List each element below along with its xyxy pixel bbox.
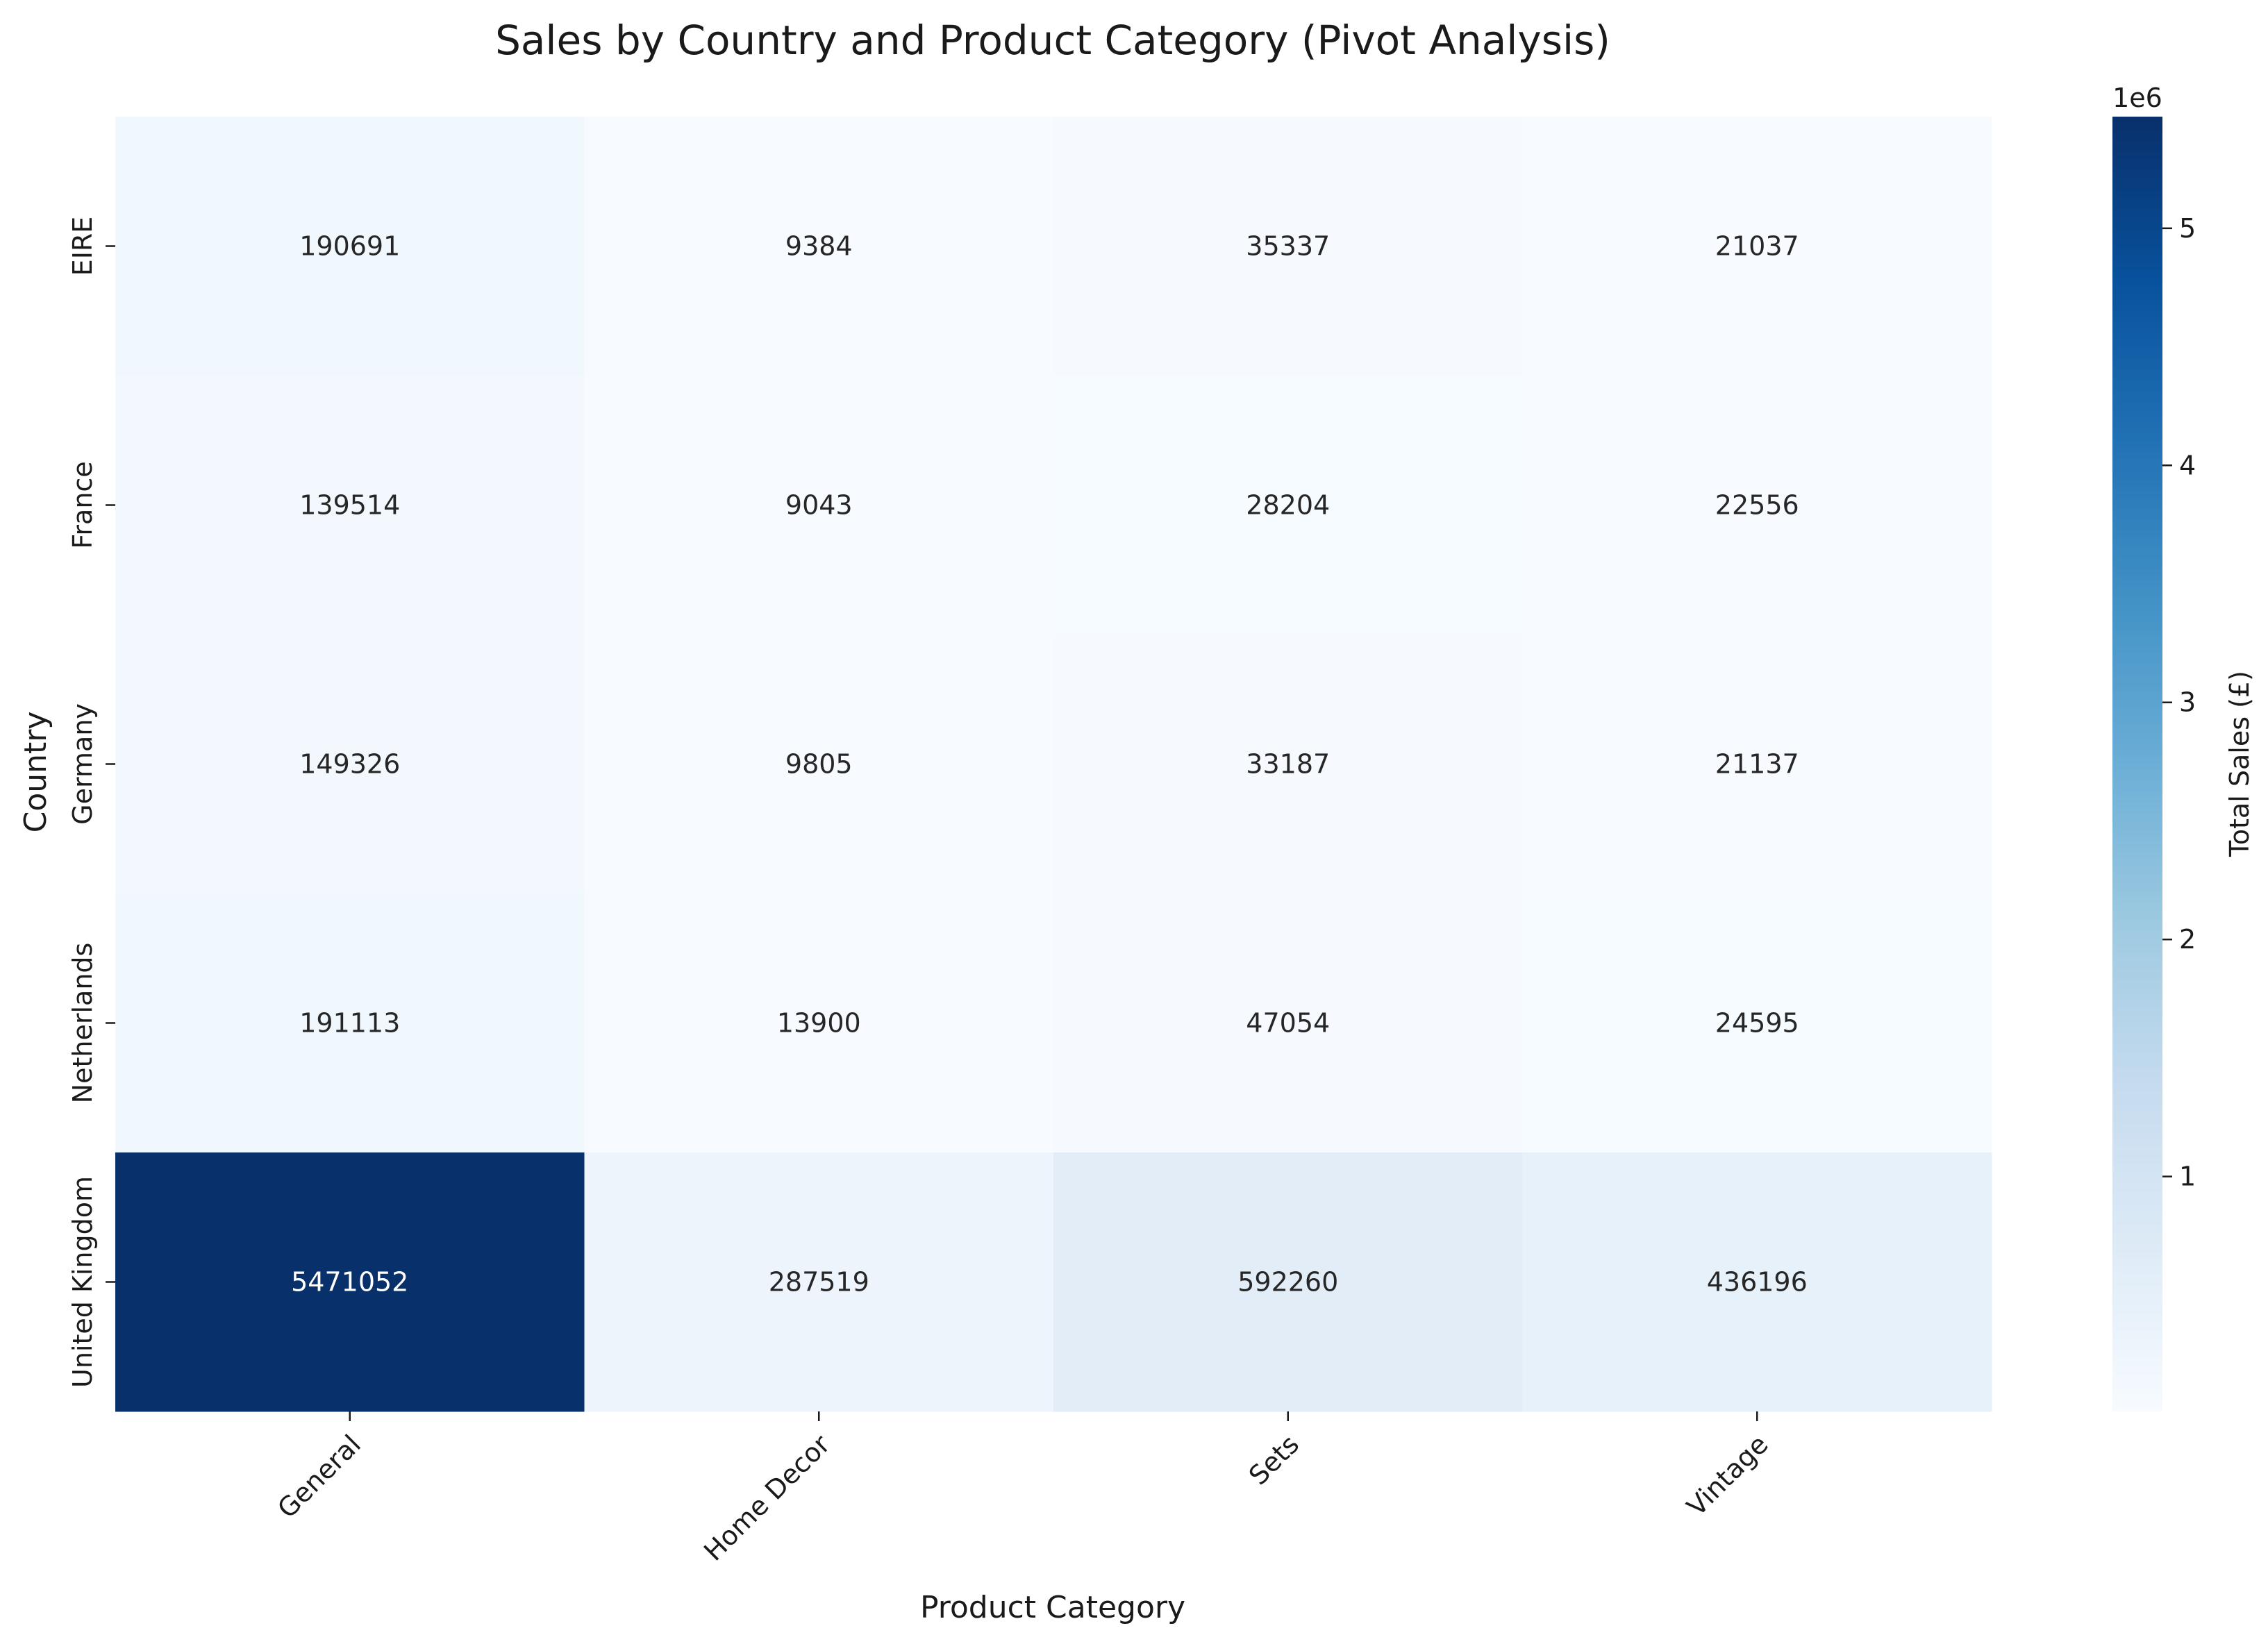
cell-value: 191113 — [299, 1008, 400, 1039]
cell-value: 287519 — [769, 1267, 869, 1298]
cell-value: 33187 — [1246, 749, 1330, 780]
heatmap-cells — [115, 117, 1992, 1412]
colorbar-gradient — [2112, 117, 2162, 1411]
heatmap-cell — [115, 894, 585, 1153]
x-axis-label: Product Category — [920, 1590, 1185, 1625]
colorbar-tick-label: 3 — [2179, 687, 2196, 718]
heatmap-cell — [1053, 894, 1523, 1153]
colorbar-tick-label: 5 — [2179, 213, 2196, 244]
colorbar-ticks: 1 2 3 4 5 — [2162, 213, 2196, 1192]
cell-value: 149326 — [299, 749, 400, 780]
cell-value: 28204 — [1246, 490, 1330, 521]
cell-value: 9384 — [785, 231, 853, 262]
colorbar-tick-label: 4 — [2179, 450, 2196, 480]
colorbar-tick-label: 2 — [2179, 924, 2196, 955]
cell-value: 592260 — [1237, 1267, 1338, 1298]
x-tick-label: Home Decor — [698, 1429, 836, 1567]
cell-value: 13900 — [777, 1008, 861, 1039]
cell-value: 9043 — [785, 490, 853, 521]
heatmap-cell — [115, 376, 585, 635]
x-tick-label: General — [272, 1429, 367, 1524]
y-tick-label: United Kingdom — [67, 1176, 98, 1388]
y-tick-label: Germany — [67, 703, 98, 825]
y-tick-label: Netherlands — [67, 943, 98, 1104]
cell-value: 21137 — [1715, 749, 1799, 780]
cell-value: 5471052 — [291, 1267, 408, 1298]
y-axis-label: Country — [18, 712, 53, 833]
heatmap-cell — [584, 894, 1054, 1153]
cell-value: 24595 — [1715, 1008, 1799, 1039]
x-axis-ticks: General Home Decor Sets Vintage — [272, 1411, 1774, 1567]
heatmap-cell — [1053, 635, 1523, 894]
heatmap-cell — [1522, 635, 1992, 894]
heatmap-cell — [1522, 376, 1992, 635]
x-tick-label: Vintage — [1681, 1429, 1774, 1522]
heatmap-cell — [1053, 117, 1523, 376]
colorbar-label: Total Sales (£) — [2224, 671, 2255, 857]
heatmap-cell — [1053, 376, 1523, 635]
heatmap-cell — [584, 376, 1054, 635]
y-axis-ticks: EIRE France Germany Netherlands United Kingd… — [67, 217, 115, 1388]
cell-value: 436196 — [1707, 1267, 1808, 1298]
cell-value: 47054 — [1246, 1008, 1330, 1039]
cell-value: 21037 — [1715, 231, 1799, 262]
heatmap-cell — [1053, 1152, 1523, 1412]
heatmap-cell — [584, 117, 1054, 376]
colorbar-tick-label: 1 — [2179, 1161, 2196, 1192]
heatmap-cell — [115, 1152, 585, 1412]
heatmap-cell — [115, 635, 585, 894]
cell-value: 35337 — [1246, 231, 1330, 262]
heatmap-cell — [1522, 117, 1992, 376]
y-tick-label: EIRE — [67, 217, 98, 276]
chart-title: Sales by Country and Product Category (P… — [495, 17, 1610, 64]
heatmap-cell — [584, 1152, 1054, 1412]
cell-value: 190691 — [299, 231, 400, 262]
cell-value: 9805 — [785, 749, 853, 780]
cell-value: 22556 — [1715, 490, 1799, 521]
cell-value: 139514 — [299, 490, 400, 521]
heatmap-cell — [1522, 1152, 1992, 1412]
colorbar: 1 2 3 4 5 1e6 Total Sales (£) — [2112, 83, 2255, 1411]
cell-value-labels: 190691 9384 35337 21037 139514 9043 28204 22556… — [291, 231, 1808, 1298]
colorbar-offset-label: 1e6 — [2112, 83, 2162, 113]
heatmap-cell — [584, 635, 1054, 894]
heatmap-cell — [1522, 894, 1992, 1153]
x-tick-label: Sets — [1243, 1429, 1305, 1491]
heatmap-cell — [115, 117, 585, 376]
y-tick-label: France — [67, 461, 98, 548]
